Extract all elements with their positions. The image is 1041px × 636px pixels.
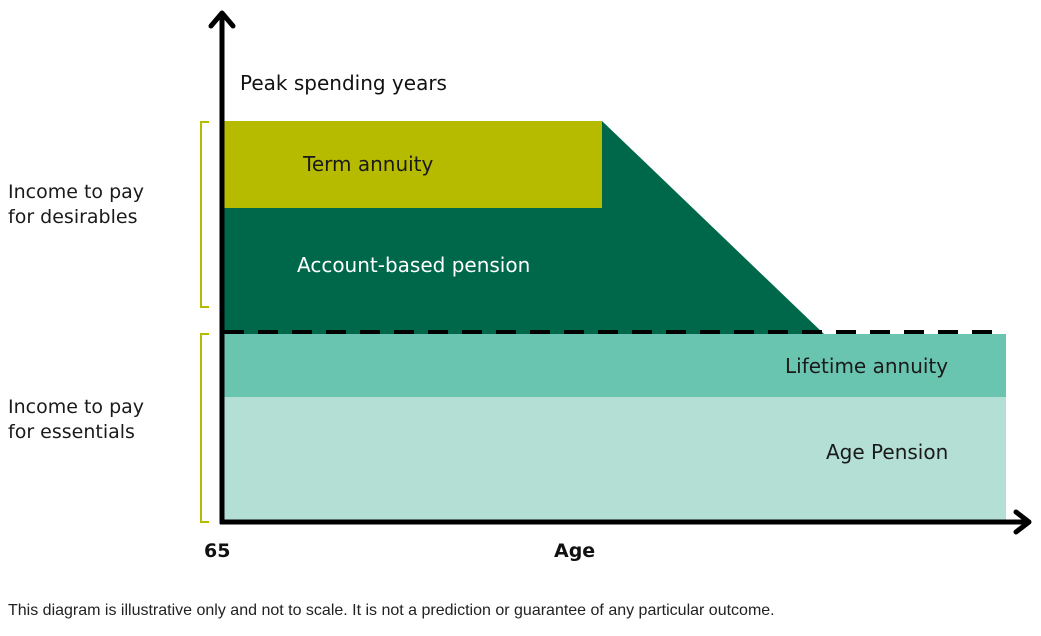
essentials-label: Income to pay for essentials (8, 395, 144, 445)
x-axis-label: Age (554, 540, 596, 562)
account-based-pension-band (224, 121, 824, 334)
account-based-pension-label: Account-based pension (297, 253, 531, 277)
age-pension-band (224, 397, 1006, 522)
desirables-label-line1: Income to pay (8, 181, 145, 203)
desirables-label-line2: for desirables (8, 206, 138, 228)
age-pension-label: Age Pension (826, 440, 949, 464)
term-annuity-label: Term annuity (303, 152, 434, 176)
essentials-bracket (200, 333, 209, 523)
lifetime-annuity-label: Lifetime annuity (785, 354, 949, 378)
x-axis-start-label: 65 (204, 540, 231, 562)
x-axis-arrow-icon (1013, 509, 1032, 535)
term-annuity-band (224, 121, 602, 208)
essentials-label-line1: Income to pay (8, 396, 145, 418)
disclaimer-text: This diagram is illustrative only and no… (8, 602, 775, 619)
desirables-bracket (200, 121, 209, 308)
lifetime-annuity-band (224, 334, 1006, 397)
y-axis-arrow-icon (208, 10, 236, 29)
desirables-label: Income to pay for desirables (8, 180, 144, 230)
essentials-label-line2: for essentials (8, 421, 135, 443)
peak-spending-title: Peak spending years (240, 71, 447, 95)
